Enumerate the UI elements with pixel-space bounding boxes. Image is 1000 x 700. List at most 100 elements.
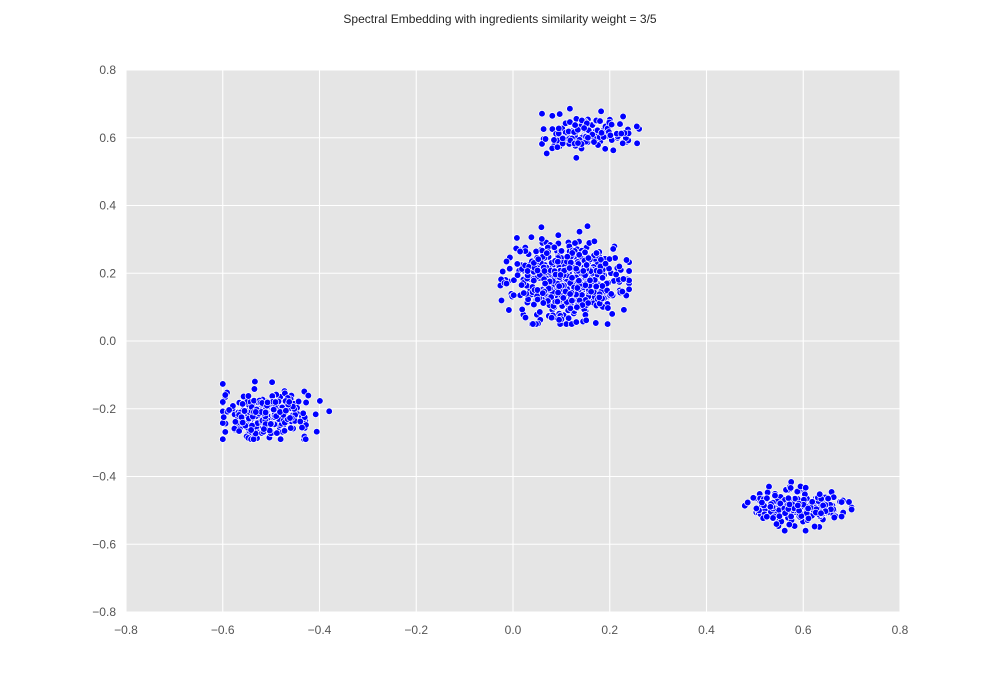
data-point bbox=[529, 320, 537, 328]
data-point bbox=[572, 318, 580, 326]
data-point bbox=[592, 319, 600, 327]
data-point bbox=[553, 143, 562, 151]
data-point bbox=[219, 419, 227, 427]
data-point bbox=[532, 247, 540, 256]
data-point bbox=[597, 107, 605, 115]
data-point bbox=[565, 264, 574, 272]
data-point bbox=[837, 512, 846, 521]
data-point bbox=[219, 380, 227, 388]
data-point bbox=[568, 274, 576, 282]
data-point bbox=[559, 134, 567, 143]
data-point bbox=[625, 267, 633, 275]
data-point bbox=[251, 377, 259, 386]
data-point bbox=[533, 266, 542, 275]
data-point bbox=[572, 154, 580, 162]
data-point bbox=[592, 249, 601, 257]
data-point bbox=[619, 112, 627, 121]
data-point bbox=[830, 513, 838, 522]
data-point bbox=[824, 494, 832, 503]
data-point bbox=[539, 299, 547, 307]
x-axis: −0.8 −0.6 −0.4 −0.2 0.0 0.2 0.4 0.6 0.8 bbox=[114, 623, 909, 637]
data-point bbox=[533, 286, 542, 294]
data-point bbox=[538, 235, 546, 243]
data-point bbox=[608, 310, 616, 318]
data-point bbox=[566, 290, 574, 298]
data-point bbox=[502, 257, 511, 266]
data-point bbox=[220, 413, 228, 421]
data-point bbox=[219, 398, 227, 406]
data-point bbox=[787, 512, 795, 521]
data-point bbox=[784, 494, 793, 502]
data-point bbox=[597, 129, 606, 137]
data-point bbox=[571, 239, 579, 247]
data-point bbox=[556, 271, 565, 279]
data-point bbox=[261, 408, 270, 417]
data-point bbox=[225, 406, 233, 414]
data-point bbox=[847, 505, 856, 514]
data-point bbox=[601, 145, 609, 153]
x-tick-label: 0.0 bbox=[505, 623, 522, 637]
data-point bbox=[612, 270, 620, 279]
data-point bbox=[816, 490, 824, 498]
data-point bbox=[601, 260, 610, 268]
data-point bbox=[510, 291, 518, 299]
data-point bbox=[622, 256, 631, 264]
chart-title: Spectral Embedding with ingredients simi… bbox=[343, 12, 657, 26]
y-tick-label: −0.6 bbox=[92, 537, 116, 551]
data-point bbox=[521, 313, 530, 322]
data-point bbox=[568, 249, 576, 257]
data-point bbox=[787, 484, 795, 492]
data-point bbox=[744, 498, 752, 507]
data-point bbox=[794, 501, 802, 510]
x-tick-label: 0.6 bbox=[795, 623, 812, 637]
data-point bbox=[506, 265, 514, 273]
data-points bbox=[219, 105, 856, 535]
data-point bbox=[758, 498, 766, 507]
data-point bbox=[563, 253, 571, 261]
data-point bbox=[607, 120, 616, 129]
data-point bbox=[559, 294, 567, 302]
y-tick-label: 0.6 bbox=[99, 131, 116, 145]
data-point bbox=[557, 247, 566, 255]
data-point bbox=[771, 491, 779, 500]
data-point bbox=[244, 392, 253, 400]
data-point bbox=[239, 418, 247, 427]
data-point bbox=[235, 427, 243, 435]
data-point bbox=[584, 134, 592, 142]
data-point bbox=[763, 494, 771, 502]
data-point bbox=[267, 420, 275, 428]
y-tick-label: −0.2 bbox=[92, 402, 116, 416]
data-point bbox=[845, 498, 853, 506]
data-point bbox=[517, 281, 526, 289]
data-point bbox=[541, 135, 550, 143]
data-point bbox=[294, 397, 303, 406]
data-point bbox=[553, 297, 562, 306]
data-point bbox=[520, 289, 528, 297]
data-point bbox=[273, 429, 281, 437]
data-point bbox=[536, 308, 544, 316]
y-tick-label: 0.8 bbox=[99, 63, 116, 77]
data-point bbox=[555, 316, 563, 324]
data-point bbox=[837, 498, 846, 506]
data-point bbox=[523, 267, 532, 275]
data-point bbox=[302, 398, 310, 407]
data-point bbox=[530, 300, 538, 309]
data-point bbox=[817, 509, 825, 517]
x-tick-label: 0.2 bbox=[601, 623, 618, 637]
data-point bbox=[554, 231, 562, 239]
data-point bbox=[582, 316, 590, 324]
data-point bbox=[571, 121, 579, 129]
data-point bbox=[763, 513, 771, 521]
data-point bbox=[276, 408, 284, 416]
data-point bbox=[219, 435, 227, 443]
data-point bbox=[595, 293, 603, 302]
data-point bbox=[598, 274, 607, 282]
data-point bbox=[765, 482, 773, 491]
data-point bbox=[749, 494, 757, 502]
data-point bbox=[499, 267, 507, 276]
x-tick-label: −0.4 bbox=[308, 623, 332, 637]
data-point bbox=[263, 398, 272, 407]
data-point bbox=[538, 140, 546, 148]
data-point bbox=[618, 287, 626, 296]
